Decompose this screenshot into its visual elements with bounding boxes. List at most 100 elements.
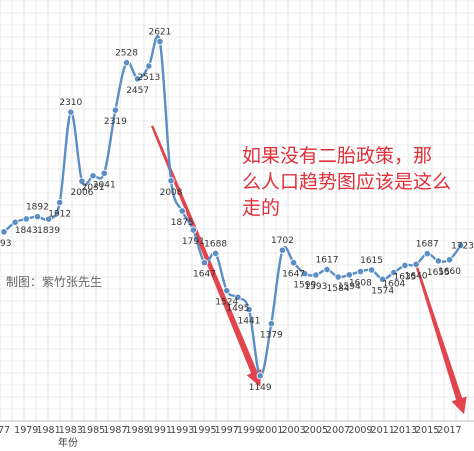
series-markers	[0, 37, 465, 380]
data-label: 1379	[260, 331, 283, 341]
data-label: 2041	[93, 180, 116, 190]
data-point	[78, 177, 86, 185]
data-label: 1593	[304, 282, 327, 292]
data-point	[178, 207, 186, 215]
data-point	[412, 260, 420, 268]
annotation-line-1: 如果没有二胎政策，那	[242, 145, 432, 167]
data-label: 2006	[71, 188, 94, 198]
data-label: 93	[0, 239, 11, 249]
data-point	[345, 271, 353, 279]
x-tick-label: 1985	[81, 425, 105, 436]
data-label: 1647	[193, 270, 216, 280]
x-tick-label: 1997	[215, 425, 239, 436]
data-point	[445, 256, 454, 264]
data-point	[0, 228, 8, 236]
annotation-line-3: 走的	[242, 197, 280, 219]
x-axis-ticks: 77 19791981198319851987198919911993199519…	[0, 425, 462, 436]
data-point	[312, 271, 320, 279]
data-label: 1723	[451, 241, 474, 251]
data-point	[301, 270, 309, 278]
data-point	[234, 293, 242, 301]
data-point	[100, 169, 108, 177]
trend-arrow	[415, 264, 467, 415]
x-tick-label: 1999	[237, 425, 261, 436]
data-point	[122, 59, 131, 67]
x-tick-label: 2011	[371, 425, 395, 436]
data-label: 1892	[26, 203, 49, 213]
data-label: 1702	[271, 236, 294, 246]
data-label: 1791	[182, 237, 205, 247]
x-tick-label: 1983	[59, 425, 83, 436]
data-point	[44, 215, 53, 223]
x-tick-label: 2009	[348, 425, 372, 436]
data-label: 1635	[394, 272, 417, 282]
data-label: 1608	[349, 279, 372, 289]
data-label: 1647	[282, 270, 305, 280]
x-tick-label: 1987	[103, 425, 127, 436]
x-tick-label: 2007	[326, 425, 350, 436]
data-label: 2008	[160, 188, 183, 198]
trend-arrow	[151, 125, 262, 387]
data-label: 1584	[327, 284, 350, 294]
data-label: 2031	[82, 183, 105, 193]
x-tick-label: 2013	[393, 425, 417, 436]
x-tick-label: 1989	[126, 425, 150, 436]
data-label: 1875	[171, 218, 194, 228]
data-point	[323, 265, 331, 274]
data-point	[167, 177, 175, 185]
data-label: 1839	[37, 226, 60, 236]
data-label: 1441	[238, 317, 261, 327]
x-tick-label: 1981	[36, 425, 60, 436]
data-point	[457, 241, 465, 250]
data-label: 1615	[360, 256, 383, 266]
data-point	[145, 62, 153, 70]
x-tick-label: 1991	[148, 425, 172, 436]
x-tick-label: 1993	[170, 425, 194, 436]
data-point	[156, 37, 164, 46]
data-label: 1688	[204, 239, 227, 249]
data-label: 1524	[215, 298, 238, 308]
data-label: 2310	[59, 98, 82, 108]
data-label: 1599	[293, 281, 316, 291]
data-point	[245, 305, 253, 314]
data-label: 1912	[48, 210, 71, 220]
data-point	[267, 319, 275, 328]
data-point	[22, 215, 30, 223]
data-point	[200, 259, 209, 267]
x-tick-label: 2005	[304, 425, 328, 436]
data-point	[89, 172, 97, 180]
data-point	[334, 273, 342, 281]
x-tick-label: 2003	[281, 425, 305, 436]
data-point	[56, 198, 64, 207]
data-point	[390, 268, 398, 277]
data-point	[11, 218, 19, 226]
data-label: 2513	[137, 73, 160, 83]
data-point	[212, 249, 220, 258]
chart-credit: 制图：紫竹张先生	[6, 275, 102, 289]
data-label: 1495	[226, 304, 249, 314]
x-tick-label: 77	[0, 425, 10, 436]
data-label: 2528	[115, 49, 138, 59]
x-tick-label: 2015	[415, 425, 439, 436]
trend-arrows	[151, 125, 467, 415]
x-tick-label: 1995	[192, 425, 216, 436]
data-point	[189, 226, 197, 234]
x-tick-label: 2001	[259, 425, 283, 436]
data-label: 1594	[338, 282, 361, 292]
data-label: 2621	[148, 28, 171, 38]
data-point	[134, 75, 142, 83]
data-point	[223, 287, 231, 295]
data-label: 1640	[405, 271, 428, 281]
data-label: 1655	[427, 268, 450, 278]
data-point	[356, 267, 365, 276]
data-label: 1149	[249, 383, 272, 393]
data-label: 2457	[126, 86, 149, 96]
data-point	[401, 261, 409, 270]
x-tick-label: 2017	[437, 425, 461, 436]
data-point	[111, 106, 119, 114]
data-label: 1617	[316, 256, 339, 266]
data-point	[367, 266, 376, 274]
data-point	[379, 275, 387, 283]
